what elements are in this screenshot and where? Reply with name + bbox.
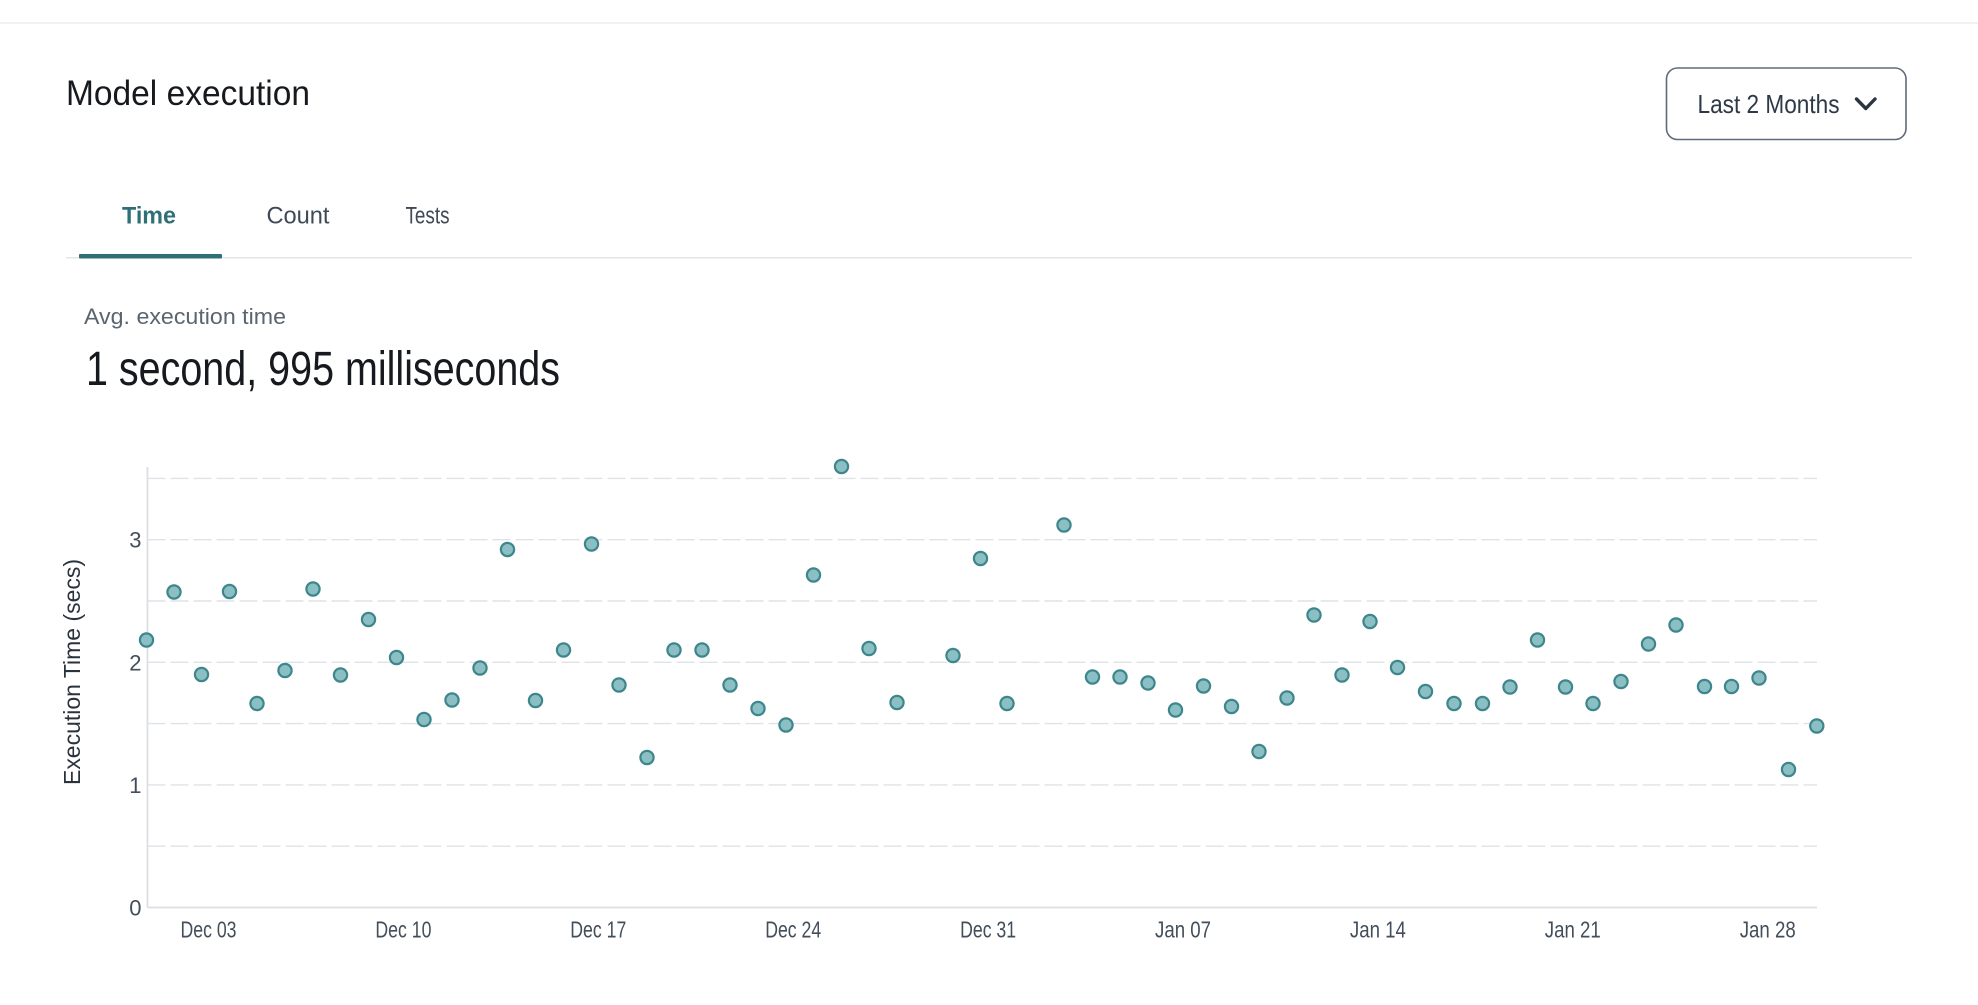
svg-text:Jan 14: Jan 14 (1350, 917, 1406, 943)
svg-text:Count: Count (267, 203, 330, 230)
svg-text:Dec 10: Dec 10 (375, 917, 431, 943)
svg-text:Jan 21: Jan 21 (1545, 917, 1601, 943)
svg-text:Model execution: Model execution (66, 74, 310, 113)
svg-text:3: 3 (129, 528, 141, 553)
svg-text:Dec 03: Dec 03 (181, 917, 237, 943)
svg-text:Jan 07: Jan 07 (1155, 917, 1211, 943)
svg-text:1: 1 (129, 773, 141, 798)
svg-text:Tests: Tests (406, 203, 450, 230)
svg-text:Last 2 Months: Last 2 Months (1698, 89, 1840, 119)
svg-text:0: 0 (129, 896, 141, 921)
svg-text:Time: Time (122, 203, 176, 230)
svg-text:Jan 28: Jan 28 (1740, 917, 1796, 943)
svg-text:Dec 24: Dec 24 (765, 917, 821, 943)
svg-text:Dec 17: Dec 17 (570, 917, 626, 943)
svg-text:Execution Time (secs): Execution Time (secs) (59, 559, 85, 785)
svg-text:1 second, 995 milliseconds: 1 second, 995 milliseconds (86, 343, 560, 396)
svg-text:Dec 31: Dec 31 (960, 917, 1016, 943)
svg-text:2: 2 (129, 650, 141, 675)
svg-text:Avg. execution time: Avg. execution time (84, 304, 286, 329)
